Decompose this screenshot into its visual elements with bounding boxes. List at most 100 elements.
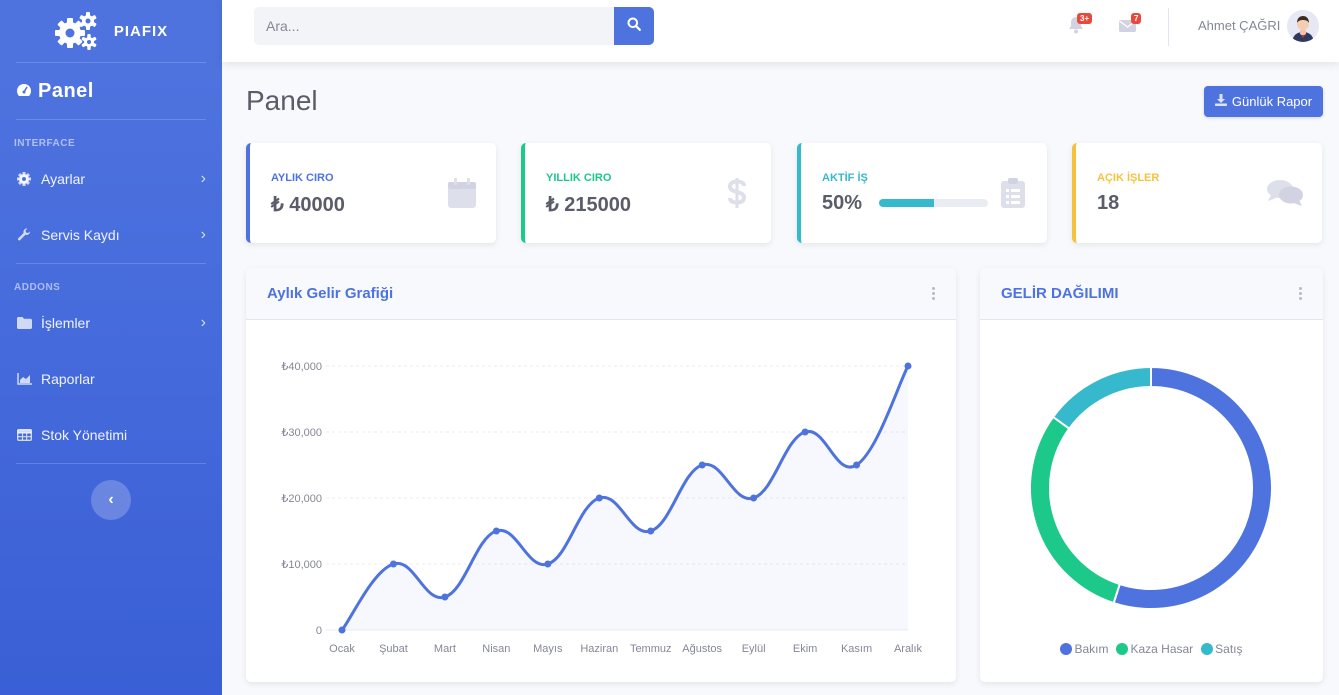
data-point[interactable]: [389, 560, 397, 568]
legend-label: Bakım: [1074, 642, 1109, 656]
alerts-button[interactable]: 3+: [1068, 13, 1093, 36]
y-tick-label: 0: [316, 625, 322, 637]
progress-fill: [879, 199, 934, 207]
sidebar-toggle-button[interactable]: ‹: [91, 480, 131, 520]
data-point[interactable]: [750, 494, 758, 502]
sidebar-item-ayarlar[interactable]: Ayarlar ›: [0, 151, 222, 207]
panel-header: GELİR DAĞILIMI: [980, 268, 1323, 320]
brand[interactable]: PIAFIX: [0, 0, 222, 62]
clipboard-icon: [997, 177, 1029, 209]
download-icon: [1214, 94, 1227, 109]
data-point[interactable]: [441, 593, 449, 601]
x-tick-label: Mart: [434, 643, 456, 655]
area-fill: [342, 366, 908, 630]
chevron-right-icon: ›: [200, 170, 206, 187]
sidebar-item-label: Servis Kaydı: [41, 227, 120, 243]
chevron-right-icon: ›: [200, 226, 206, 243]
cogs-icon: [54, 11, 100, 51]
chevron-right-icon: ›: [200, 314, 206, 331]
search-icon: [627, 17, 641, 36]
sidebar-item-label: İşlemler: [41, 315, 91, 331]
legend-label: Satış: [1215, 642, 1243, 656]
calendar-icon: [446, 177, 478, 209]
chevron-left-icon: ‹: [108, 491, 114, 508]
legend-swatch: [1060, 643, 1073, 655]
search-button[interactable]: [614, 7, 654, 45]
stat-card-value: ₺ 40000: [271, 194, 345, 216]
stat-card-label: AÇIK İŞLER: [1097, 172, 1160, 184]
sidebar-item-label: Stok Yönetimi: [41, 427, 128, 443]
data-point[interactable]: [647, 527, 655, 535]
data-point[interactable]: [338, 626, 346, 634]
legend-label: Kaza Hasar: [1130, 642, 1194, 656]
messages-button[interactable]: 7: [1119, 13, 1142, 36]
brand-name: PIAFIX: [113, 22, 169, 40]
dollar-icon: [721, 177, 753, 209]
monthly-revenue-panel: Aylık Gelir Grafiği 0 ₺10,000 ₺20,000 ₺30,0…: [246, 268, 956, 682]
series-line: [340, 365, 910, 631]
y-tick-label: ₺20,000: [281, 493, 322, 505]
x-tick-label: Temmuz: [630, 643, 672, 655]
stat-card-value: 50%: [822, 192, 863, 214]
more-options-button[interactable]: [1299, 287, 1302, 300]
data-point[interactable]: [544, 560, 552, 568]
data-point[interactable]: [492, 527, 500, 535]
x-tick-label: Şubat: [379, 643, 408, 655]
x-tick-label: Nisan: [482, 643, 510, 655]
panel-title: Aylık Gelir Grafiği: [267, 285, 394, 302]
sidebar-item-servis-kaydi[interactable]: Servis Kaydı ›: [0, 207, 222, 263]
messages-badge: 7: [1131, 13, 1142, 24]
gear-icon: [16, 172, 32, 186]
sidebar-panel-label: Panel: [38, 79, 94, 102]
avatar[interactable]: [1287, 10, 1319, 42]
legend-item[interactable]: Bakım: [1060, 642, 1108, 656]
legend-swatch: [1116, 643, 1129, 655]
sidebar-divider: [16, 263, 206, 264]
sidebar-heading-interface: INTERFACE: [14, 138, 76, 149]
sidebar-item-islemler[interactable]: İşlemler ›: [0, 295, 222, 351]
legend-item[interactable]: Kaza Hasar: [1116, 642, 1193, 656]
data-point[interactable]: [904, 362, 912, 370]
legend-item[interactable]: Satış: [1201, 642, 1243, 656]
x-tick-label: Ocak: [329, 643, 355, 655]
sidebar-item-raporlar[interactable]: Raporlar: [0, 351, 222, 407]
comments-icon: [1266, 177, 1304, 209]
sidebar-divider: [16, 119, 206, 120]
donut-slice[interactable]: [1051, 365, 1152, 431]
search-input[interactable]: [254, 7, 614, 45]
data-point[interactable]: [698, 461, 706, 469]
sidebar-divider: [16, 463, 206, 464]
sidebar: PIAFIX Panel INTERFACE Ayarlar › Servis …: [0, 0, 222, 695]
more-options-button[interactable]: [932, 287, 935, 300]
data-point[interactable]: [853, 461, 861, 469]
sidebar-item-label: Raporlar: [41, 371, 95, 387]
stat-card-active-jobs: AKTİF İŞ 50%: [797, 143, 1047, 243]
alerts-badge: 3+: [1077, 13, 1093, 24]
panel-title: GELİR DAĞILIMI: [1001, 285, 1119, 302]
stat-card-label: YILLIK CIRO: [546, 172, 612, 184]
y-tick-label: ₺30,000: [281, 427, 322, 439]
data-point[interactable]: [801, 428, 809, 436]
sidebar-item-panel[interactable]: Panel: [0, 63, 222, 119]
y-tick-label: ₺10,000: [281, 559, 322, 571]
chart-legend: Bakım Kaza Hasar Satış: [980, 642, 1323, 656]
search-bar: [254, 7, 654, 45]
legend-swatch: [1201, 643, 1214, 655]
donut-slice[interactable]: [1029, 415, 1122, 605]
stat-card-label: AYLIK CIRO: [271, 172, 334, 184]
revenue-distribution-panel: GELİR DAĞILIMI Bakım Kaza Hasar Satış: [980, 268, 1323, 682]
sidebar-heading-addons: ADDONS: [14, 282, 61, 293]
topbar-divider: [1168, 8, 1169, 46]
wrench-icon: [16, 228, 32, 242]
sidebar-item-stok-yonetimi[interactable]: Stok Yönetimi: [0, 407, 222, 463]
x-tick-label: Haziran: [580, 643, 618, 655]
data-point[interactable]: [595, 494, 603, 502]
daily-report-label: Günlük Rapor: [1231, 94, 1313, 109]
x-tick-label: Kasım: [841, 643, 872, 655]
area-chart: 0 ₺10,000 ₺20,000 ₺30,000 ₺40,000 Ocak Şubat Ma…: [281, 361, 922, 655]
x-tick-label: Ağustos: [682, 643, 722, 655]
user-name[interactable]: Ahmet ÇAĞRI: [1198, 18, 1281, 33]
donut-slice[interactable]: [1112, 365, 1273, 610]
x-tick-label: Mayıs: [533, 643, 563, 655]
daily-report-button[interactable]: Günlük Rapor: [1204, 86, 1323, 117]
